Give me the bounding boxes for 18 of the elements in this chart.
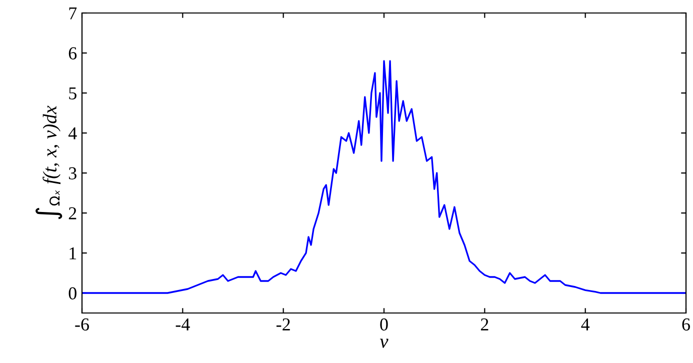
x-tick-label: 4 bbox=[581, 318, 590, 330]
y-tick-label: 0 bbox=[68, 287, 76, 300]
x-tick-label: -2 bbox=[276, 318, 290, 330]
y-tick-label: 7 bbox=[69, 7, 77, 20]
x-tick-label: -4 bbox=[176, 318, 190, 330]
x-axis-title: v bbox=[380, 338, 388, 348]
y-tick-label: 2 bbox=[68, 207, 76, 220]
x-tick-label: 6 bbox=[682, 318, 690, 331]
x-tick-label: 2 bbox=[480, 318, 488, 330]
y-tick-label: 3 bbox=[68, 167, 76, 180]
y-axis-title: ∫$_{Ωₓ}$ f(t, x, v)dx bbox=[36, 106, 62, 220]
y-tick-label: 4 bbox=[68, 127, 77, 140]
x-tick-label: 0 bbox=[380, 318, 388, 331]
line-series bbox=[82, 60, 686, 294]
y-tick-label: 5 bbox=[69, 87, 76, 100]
x-tick-label: -6 bbox=[75, 318, 89, 331]
y-tick-label: 6 bbox=[68, 47, 77, 60]
y-tick-label: 1 bbox=[70, 247, 76, 260]
